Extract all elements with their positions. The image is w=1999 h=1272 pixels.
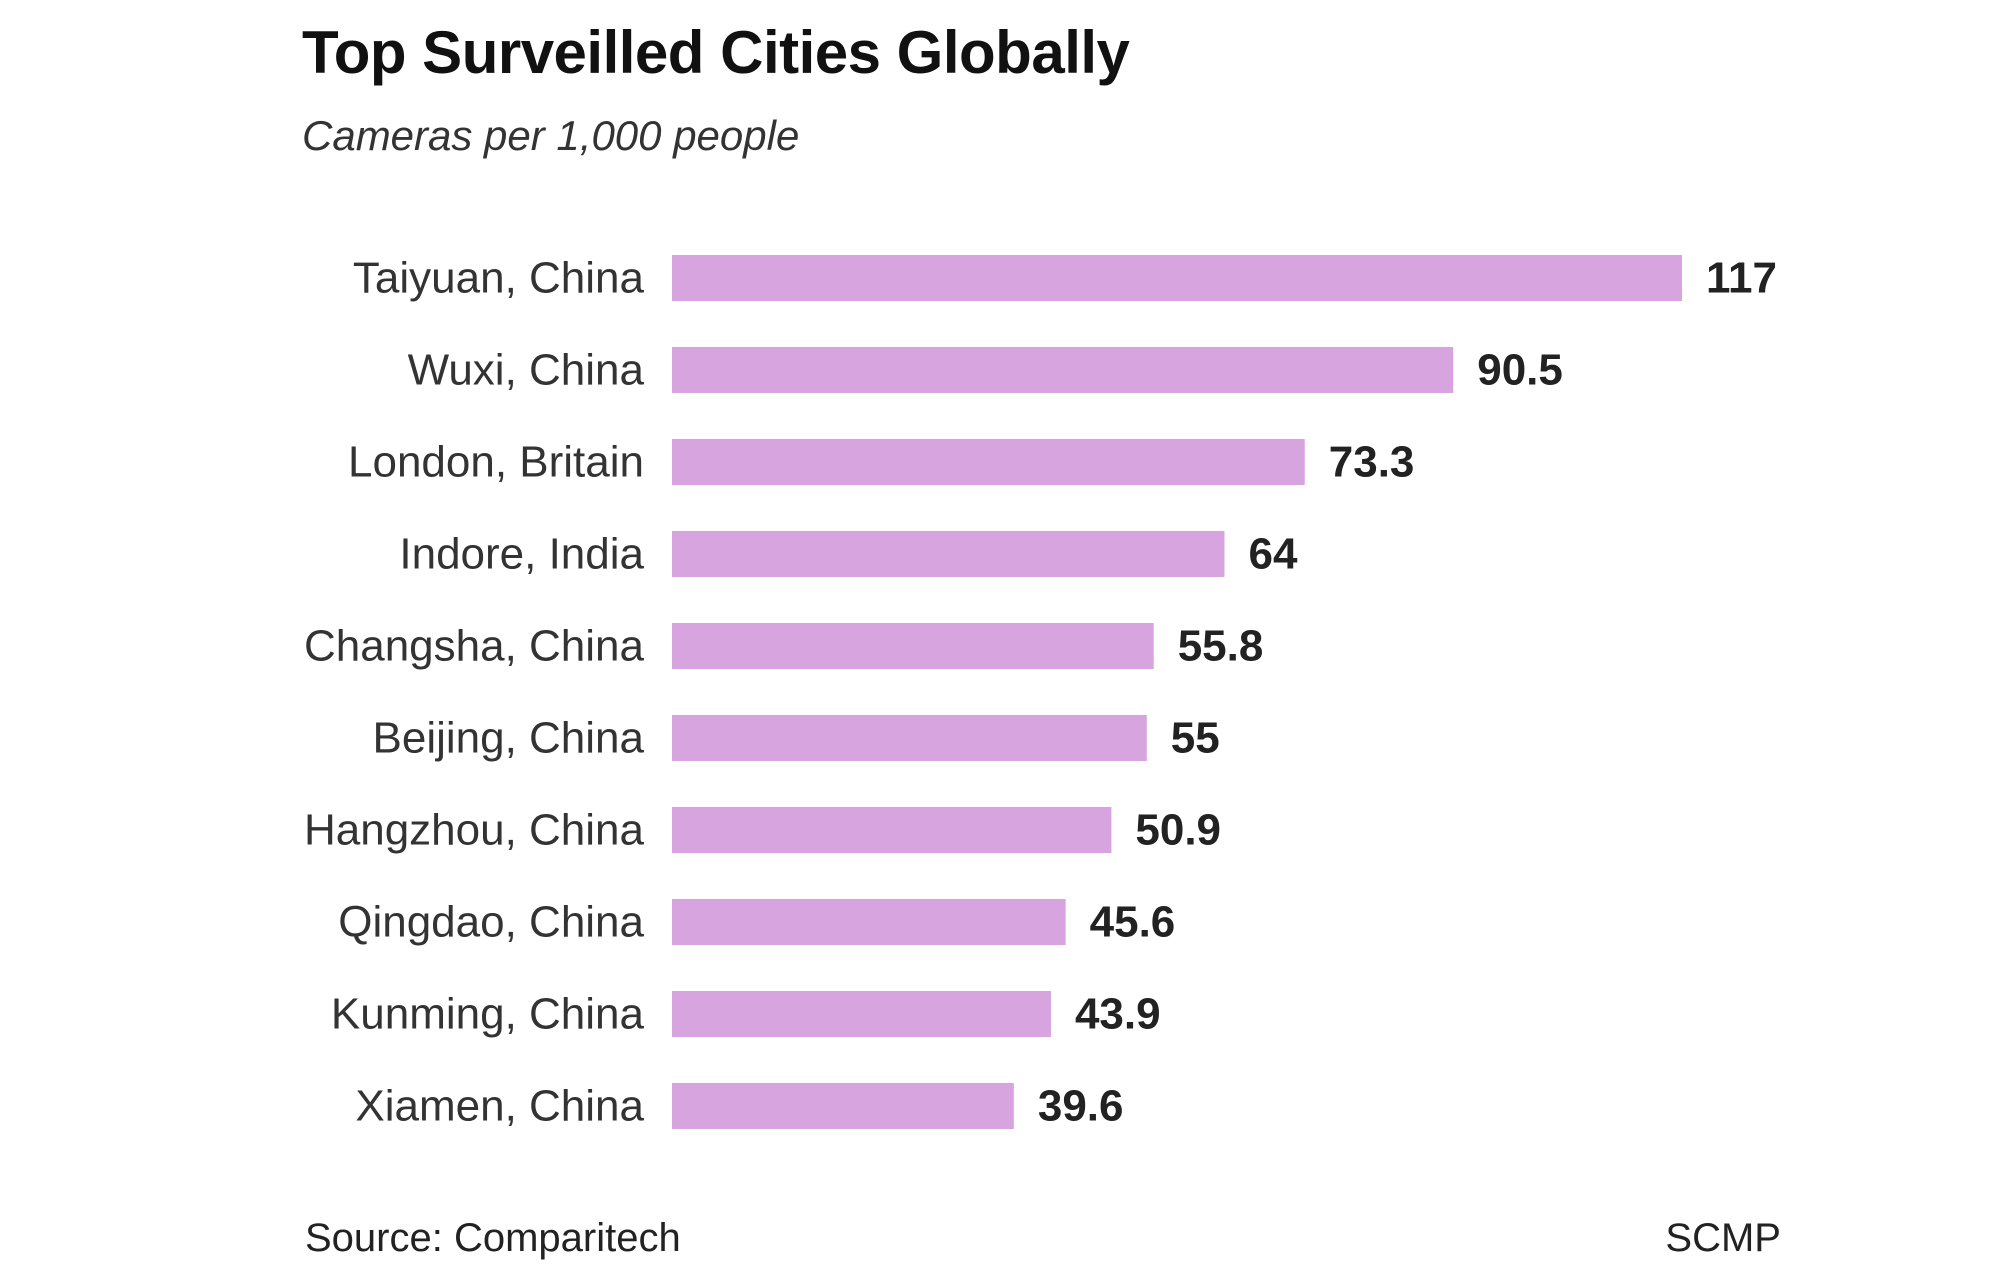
publisher-credit: SCMP [1665, 1216, 1781, 1260]
value-label: 55 [1171, 714, 1220, 763]
category-label: Taiyuan, China [353, 254, 645, 303]
value-label: 117 [1706, 254, 1777, 303]
category-label: Changsha, China [304, 622, 645, 671]
bar [672, 531, 1225, 577]
bar [672, 807, 1112, 853]
value-label: 90.5 [1477, 346, 1563, 395]
category-label: Beijing, China [373, 714, 645, 763]
bar [672, 1083, 1014, 1129]
value-label: 64 [1248, 530, 1297, 579]
bars [672, 255, 1682, 1129]
bar [672, 623, 1154, 669]
value-label: 73.3 [1329, 438, 1415, 487]
bar-chart: Taiyuan, China Wuxi, China London, Britain… [304, 254, 1777, 1131]
bar [672, 715, 1147, 761]
category-label: Xiamen, China [355, 1082, 644, 1131]
value-label: 55.8 [1178, 622, 1264, 671]
category-label: Kunming, China [331, 990, 645, 1039]
category-label: Hangzhou, China [304, 806, 645, 855]
category-labels: Taiyuan, China Wuxi, China London, Britain… [304, 254, 645, 1131]
value-label: 39.6 [1038, 1082, 1124, 1131]
value-label: 45.6 [1090, 898, 1176, 947]
category-label: Wuxi, China [408, 346, 645, 395]
bar [672, 439, 1305, 485]
bar [672, 991, 1051, 1037]
bar [672, 347, 1454, 393]
chart-title: Top Surveilled Cities Globally [302, 19, 1130, 86]
category-label: London, Britain [348, 438, 644, 487]
value-label: 43.9 [1075, 990, 1161, 1039]
value-label: 50.9 [1135, 806, 1221, 855]
category-label: Indore, India [399, 530, 644, 579]
bar [672, 255, 1682, 301]
chart-subtitle: Cameras per 1,000 people [302, 112, 800, 159]
source-note: Source: Comparitech [305, 1216, 681, 1260]
bar [672, 899, 1066, 945]
category-label: Qingdao, China [338, 898, 644, 947]
value-labels: 117 90.5 73.3 64 55.8 55 50.9 45.6 43.9 39.6 [1038, 254, 1777, 1131]
